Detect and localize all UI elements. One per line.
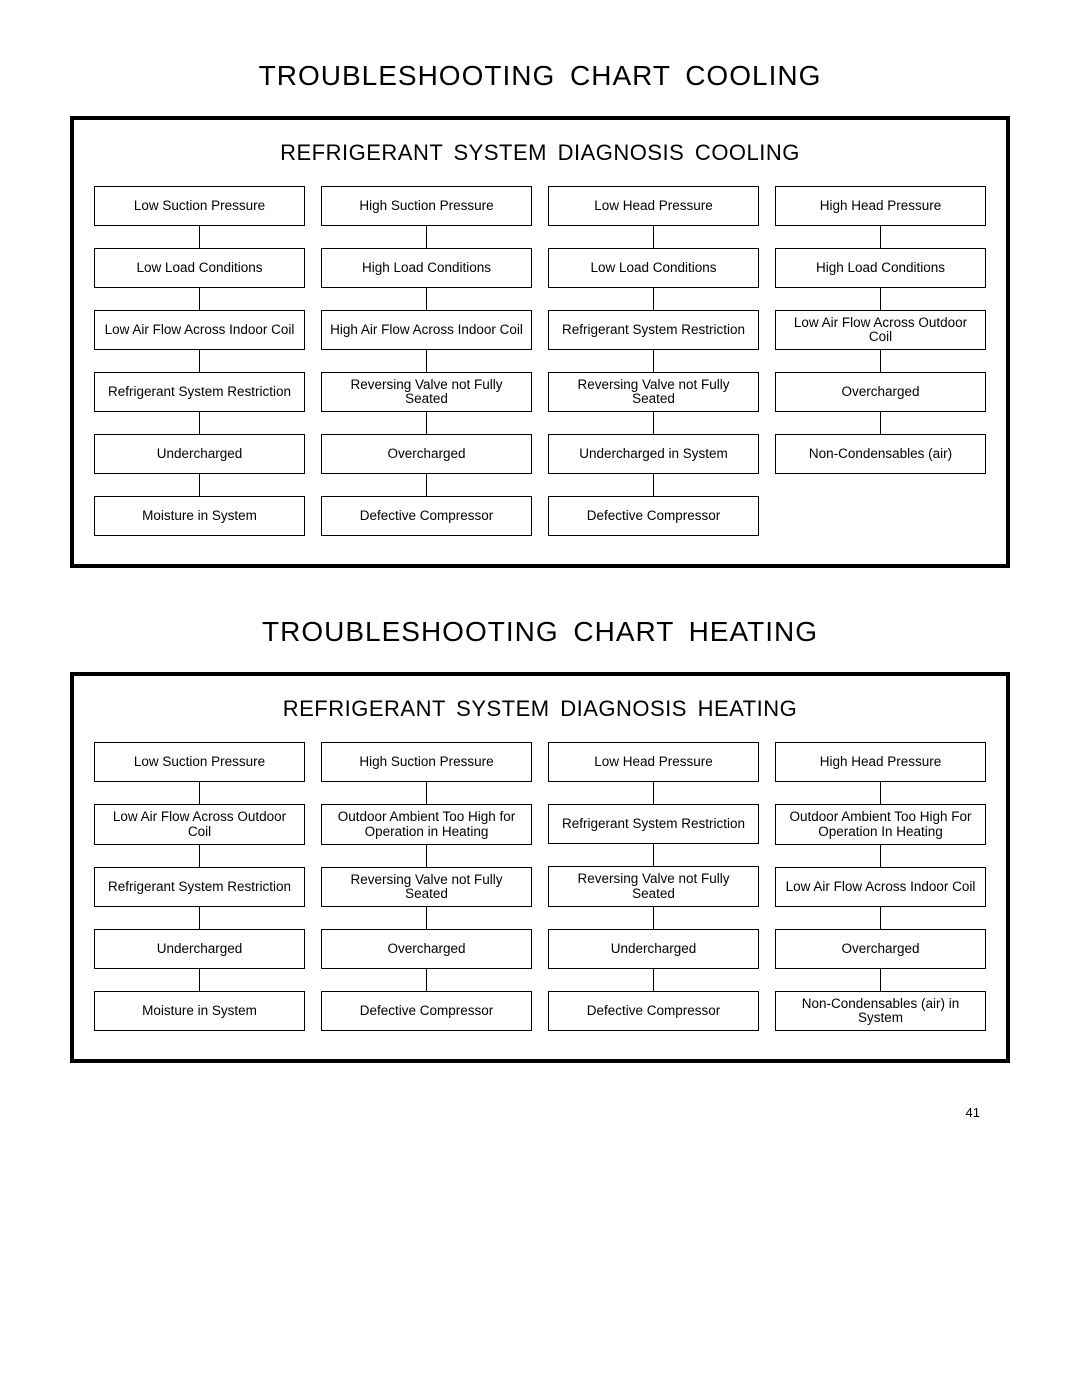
connector bbox=[880, 907, 881, 929]
flow-cell: Outdoor Ambient Too High for Operation i… bbox=[321, 804, 532, 844]
flow-cell: Low Head Pressure bbox=[548, 742, 759, 782]
flow-cell: Low Air Flow Across Indoor Coil bbox=[775, 867, 986, 907]
flow-cell: Overcharged bbox=[321, 434, 532, 474]
flow-column: High Suction Pressure High Load Conditio… bbox=[321, 186, 532, 536]
flow-cell: Moisture in System bbox=[94, 496, 305, 536]
connector bbox=[653, 288, 654, 310]
cooling-grid: Low Suction Pressure Low Load Conditions… bbox=[94, 186, 986, 536]
flow-cell: Refrigerant System Restriction bbox=[94, 867, 305, 907]
flow-cell: High Head Pressure bbox=[775, 186, 986, 226]
flow-column: High Suction Pressure Outdoor Ambient To… bbox=[321, 742, 532, 1031]
connector bbox=[199, 288, 200, 310]
flow-cell: Low Suction Pressure bbox=[94, 742, 305, 782]
chart-heading: TROUBLESHOOTING CHART HEATING bbox=[70, 616, 1010, 648]
flow-cell: Undercharged bbox=[94, 434, 305, 474]
connector bbox=[653, 474, 654, 496]
connector bbox=[426, 474, 427, 496]
connector bbox=[880, 288, 881, 310]
flow-cell: Refrigerant System Restriction bbox=[548, 310, 759, 350]
connector bbox=[653, 226, 654, 248]
flow-column: Low Head Pressure Low Load Conditions Re… bbox=[548, 186, 759, 536]
chart-heading: TROUBLESHOOTING CHART COOLING bbox=[70, 60, 1010, 92]
connector bbox=[653, 969, 654, 991]
connector bbox=[653, 350, 654, 372]
page-number: 41 bbox=[70, 1105, 1010, 1120]
connector bbox=[653, 907, 654, 929]
flow-cell: Refrigerant System Restriction bbox=[94, 372, 305, 412]
flow-cell: Low Load Conditions bbox=[94, 248, 305, 288]
connector bbox=[426, 969, 427, 991]
flow-cell: Refrigerant System Restriction bbox=[548, 804, 759, 844]
connector bbox=[199, 969, 200, 991]
flow-cell: Low Load Conditions bbox=[548, 248, 759, 288]
connector bbox=[880, 412, 881, 434]
heating-panel: REFRIGERANT SYSTEM DIAGNOSIS HEATING Low… bbox=[70, 672, 1010, 1063]
flow-cell: Undercharged bbox=[548, 929, 759, 969]
flow-cell: Non-Condensables (air) in System bbox=[775, 991, 986, 1031]
flow-cell: Reversing Valve not Fully Seated bbox=[321, 372, 532, 412]
connector bbox=[653, 412, 654, 434]
flow-cell: Non-Condensables (air) bbox=[775, 434, 986, 474]
flow-column: High Head Pressure High Load Conditions … bbox=[775, 186, 986, 536]
flow-cell: High Suction Pressure bbox=[321, 186, 532, 226]
connector bbox=[426, 782, 427, 804]
flow-cell: Reversing Valve not Fully Seated bbox=[321, 867, 532, 907]
connector bbox=[199, 412, 200, 434]
flow-cell: Reversing Valve not Fully Seated bbox=[548, 866, 759, 906]
cooling-panel: REFRIGERANT SYSTEM DIAGNOSIS COOLING Low… bbox=[70, 116, 1010, 568]
connector bbox=[880, 350, 881, 372]
flow-cell: Low Air Flow Across Outdoor Coil bbox=[94, 804, 305, 844]
connector bbox=[653, 844, 654, 866]
connector bbox=[199, 907, 200, 929]
flow-cell: Low Air Flow Across Outdoor Coil bbox=[775, 310, 986, 350]
flow-cell: Overcharged bbox=[775, 929, 986, 969]
connector bbox=[199, 350, 200, 372]
chart-subheading: REFRIGERANT SYSTEM DIAGNOSIS COOLING bbox=[94, 140, 986, 166]
connector bbox=[199, 845, 200, 867]
connector bbox=[880, 226, 881, 248]
flow-column: Low Suction Pressure Low Load Conditions… bbox=[94, 186, 305, 536]
connector bbox=[426, 907, 427, 929]
flow-cell: Undercharged in System bbox=[548, 434, 759, 474]
flow-column: High Head Pressure Outdoor Ambient Too H… bbox=[775, 742, 986, 1031]
connector bbox=[426, 226, 427, 248]
flow-cell: Low Air Flow Across Indoor Coil bbox=[94, 310, 305, 350]
flow-column: Low Suction Pressure Low Air Flow Across… bbox=[94, 742, 305, 1031]
flow-cell: High Head Pressure bbox=[775, 742, 986, 782]
flow-cell: Overcharged bbox=[321, 929, 532, 969]
flow-cell: High Suction Pressure bbox=[321, 742, 532, 782]
connector bbox=[426, 845, 427, 867]
flow-cell: High Air Flow Across Indoor Coil bbox=[321, 310, 532, 350]
connector bbox=[880, 969, 881, 991]
flow-cell: Reversing Valve not Fully Seated bbox=[548, 372, 759, 412]
flow-cell: High Load Conditions bbox=[321, 248, 532, 288]
flow-cell: Defective Compressor bbox=[548, 991, 759, 1031]
flow-cell: Defective Compressor bbox=[321, 496, 532, 536]
connector bbox=[199, 474, 200, 496]
connector bbox=[199, 226, 200, 248]
flow-cell: Outdoor Ambient Too High For Operation I… bbox=[775, 804, 986, 844]
connector bbox=[199, 782, 200, 804]
flow-cell: Overcharged bbox=[775, 372, 986, 412]
flow-cell: Moisture in System bbox=[94, 991, 305, 1031]
heating-grid: Low Suction Pressure Low Air Flow Across… bbox=[94, 742, 986, 1031]
flow-column: Low Head Pressure Refrigerant System Res… bbox=[548, 742, 759, 1031]
flow-cell: Undercharged bbox=[94, 929, 305, 969]
connector bbox=[426, 350, 427, 372]
flow-cell: High Load Conditions bbox=[775, 248, 986, 288]
flow-cell: Low Head Pressure bbox=[548, 186, 759, 226]
connector bbox=[426, 288, 427, 310]
flow-cell: Low Suction Pressure bbox=[94, 186, 305, 226]
connector bbox=[880, 845, 881, 867]
flow-cell: Defective Compressor bbox=[548, 496, 759, 536]
connector bbox=[426, 412, 427, 434]
connector bbox=[880, 782, 881, 804]
chart-subheading: REFRIGERANT SYSTEM DIAGNOSIS HEATING bbox=[94, 696, 986, 722]
flow-cell: Defective Compressor bbox=[321, 991, 532, 1031]
connector bbox=[653, 782, 654, 804]
